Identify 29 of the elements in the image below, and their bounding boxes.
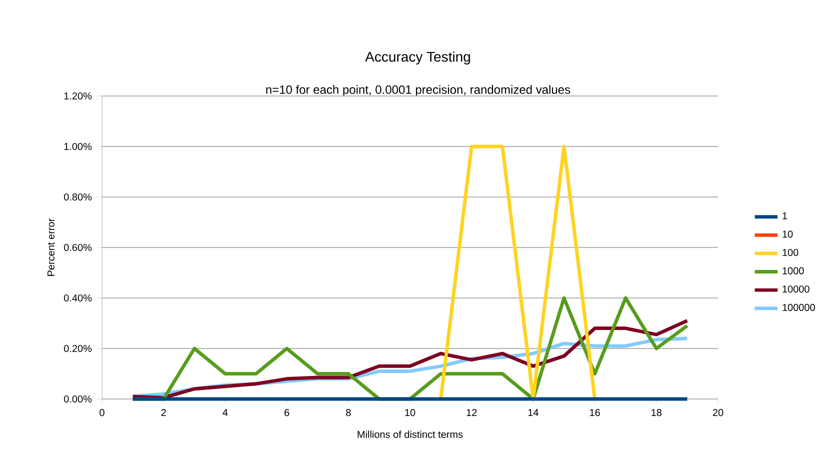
legend-label: 100000 <box>782 304 815 311</box>
x-axis-title: Millions of distinct terms <box>358 430 463 438</box>
legend-label: 100 <box>782 248 798 256</box>
x-tick-label: 16 <box>590 409 600 416</box>
x-tick-label: 20 <box>712 409 724 416</box>
y-tick-label: 0.40% <box>64 294 92 302</box>
x-tick-label: 10 <box>405 409 416 416</box>
y-tick-label: 0.20% <box>64 344 92 352</box>
x-tick-label: 8 <box>346 409 351 416</box>
x-tick-label: 12 <box>466 409 477 416</box>
legend-label: 10000 <box>782 286 810 293</box>
x-tick-label: 14 <box>528 409 538 416</box>
y-tick-label: 0.00% <box>64 395 92 403</box>
x-tick-label: 4 <box>222 409 228 416</box>
x-tick-label: 18 <box>652 409 662 416</box>
y-tick-label: 0.80% <box>64 193 92 201</box>
x-tick-label: 6 <box>284 409 290 416</box>
chart-subtitle: n=10 for each point, 0.0001 precision, randomized values <box>266 85 570 96</box>
y-tick-label: 1.20% <box>64 92 92 100</box>
x-tick-label: 0 <box>100 409 104 416</box>
y-tick-label: 1.00% <box>64 142 92 150</box>
chart-title: Accuracy Testing <box>365 51 470 65</box>
legend-label: 1 <box>782 212 788 220</box>
y-axis-title: Percent error <box>47 218 54 276</box>
y-tick-label: 0.60% <box>64 244 92 252</box>
legend-label: 10 <box>782 230 793 238</box>
legend-label: 1000 <box>782 267 804 274</box>
x-tick-label: 2 <box>161 409 166 416</box>
line-series <box>131 318 689 400</box>
